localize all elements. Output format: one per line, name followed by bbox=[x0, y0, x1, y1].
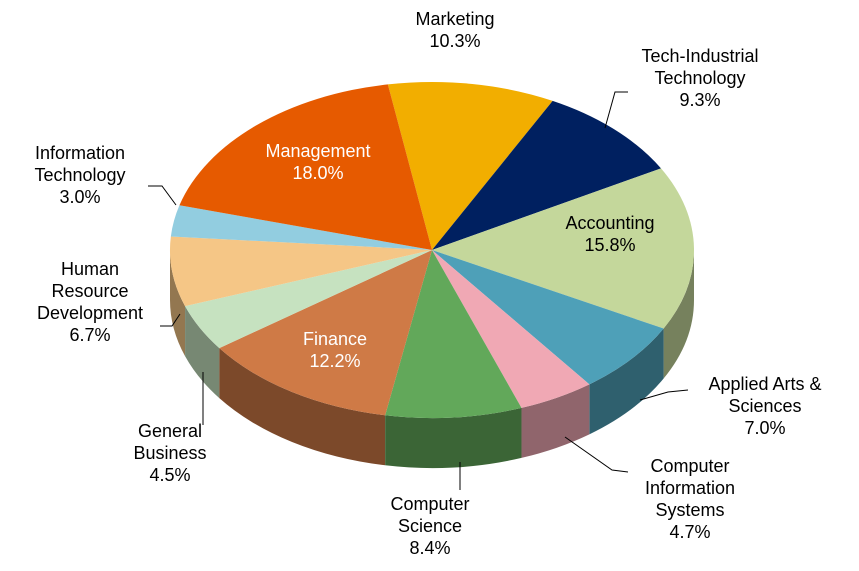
slice bbox=[432, 168, 694, 329]
leader-line bbox=[148, 185, 177, 206]
value-label: 4.5% bbox=[149, 465, 191, 485]
category-label: Tech-Industrial Technology bbox=[641, 46, 759, 88]
value-label: 9.3% bbox=[679, 90, 721, 110]
category-label: Finance bbox=[302, 329, 368, 349]
leader-line bbox=[604, 91, 628, 129]
slice-label: Computer Science 8.4% bbox=[380, 493, 480, 559]
slice bbox=[185, 250, 432, 349]
slice-label: Human Resource Development 6.7% bbox=[28, 258, 153, 346]
category-label: Management bbox=[265, 141, 371, 161]
category-label: Applied Arts & Sciences bbox=[708, 374, 822, 416]
category-label: Accounting bbox=[565, 213, 655, 233]
slice bbox=[219, 250, 432, 416]
value-label: 15.8% bbox=[584, 235, 636, 255]
value-label: 7.0% bbox=[744, 418, 786, 438]
slice-side bbox=[385, 407, 522, 469]
slice-label: Management 18.0% bbox=[243, 140, 393, 184]
slice-label: Accounting 15.8% bbox=[540, 212, 680, 256]
value-label: 4.7% bbox=[669, 522, 711, 542]
slice-label: Finance 12.2% bbox=[275, 328, 395, 372]
slice bbox=[387, 82, 553, 250]
leader-line bbox=[564, 436, 629, 473]
slice-side bbox=[185, 306, 220, 399]
slice-label: Computer Information Systems 4.7% bbox=[635, 455, 745, 543]
category-label: Computer Science bbox=[390, 494, 470, 536]
slice bbox=[432, 250, 590, 408]
slice bbox=[170, 205, 432, 250]
value-label: 18.0% bbox=[292, 163, 344, 183]
leader-line bbox=[160, 313, 181, 327]
category-label: General Business bbox=[133, 421, 207, 463]
value-label: 6.7% bbox=[69, 325, 111, 345]
value-label: 12.2% bbox=[309, 351, 361, 371]
leader-line bbox=[639, 389, 689, 401]
slice bbox=[170, 236, 432, 307]
slice bbox=[432, 100, 661, 250]
slice-label: Marketing 10.3% bbox=[395, 8, 515, 52]
slice-label: Tech-Industrial Technology 9.3% bbox=[610, 45, 790, 111]
slice-label: General Business 4.5% bbox=[120, 420, 220, 486]
slice-side bbox=[521, 384, 590, 458]
slice bbox=[179, 84, 432, 250]
slice bbox=[385, 250, 522, 418]
slice-side bbox=[219, 348, 386, 466]
category-label: Human Resource Development bbox=[36, 259, 144, 323]
slice bbox=[432, 250, 664, 385]
category-label: Marketing bbox=[415, 9, 495, 29]
value-label: 3.0% bbox=[59, 187, 101, 207]
value-label: 8.4% bbox=[409, 538, 451, 558]
slice-side bbox=[170, 250, 186, 357]
category-label: Computer Information Systems bbox=[644, 456, 736, 520]
value-label: 10.3% bbox=[429, 31, 481, 51]
category-label: Information Technology bbox=[34, 143, 126, 185]
slice-label: Applied Arts & Sciences 7.0% bbox=[690, 373, 840, 439]
slice-label: Information Technology 3.0% bbox=[10, 142, 150, 208]
leader-lines bbox=[148, 91, 689, 490]
slice-side bbox=[589, 328, 664, 435]
slice-side bbox=[663, 250, 694, 379]
